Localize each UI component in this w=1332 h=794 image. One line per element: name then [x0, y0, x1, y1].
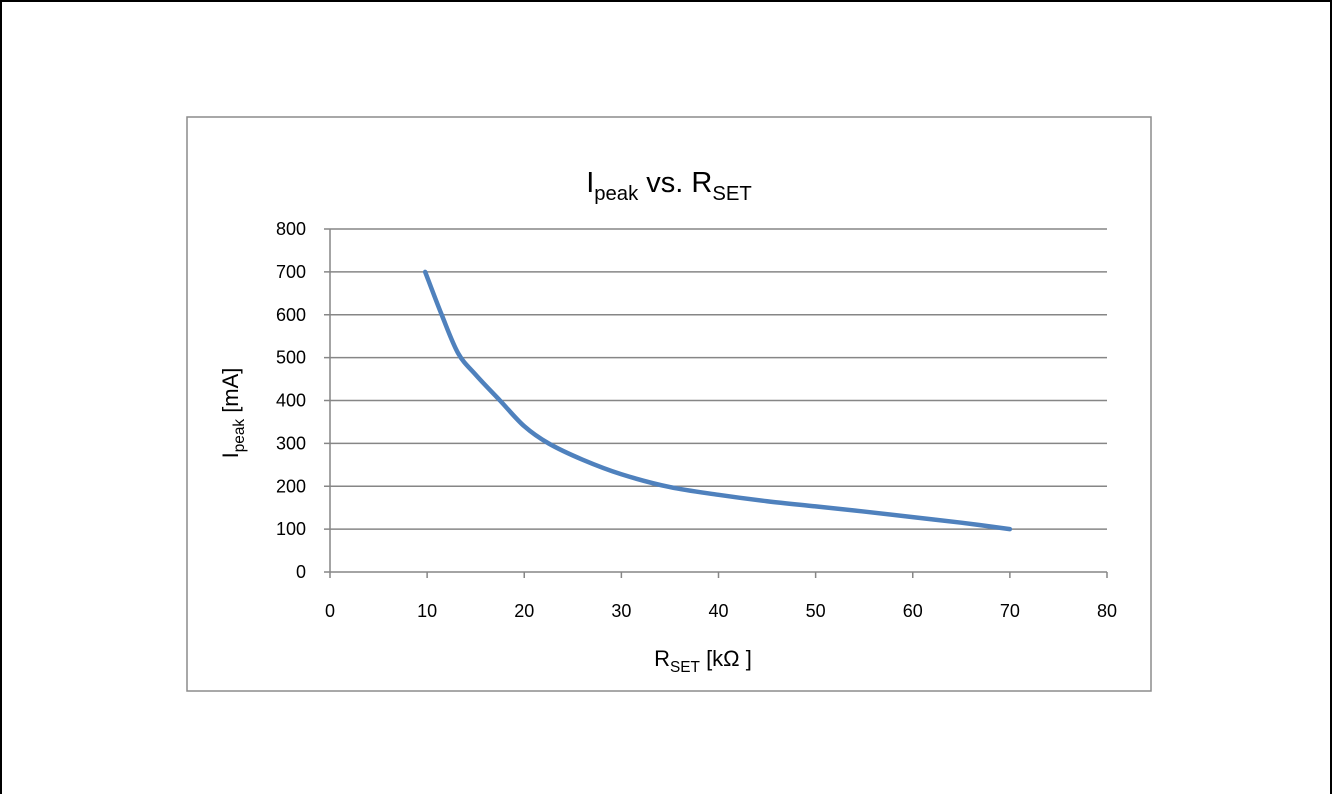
x-tick-label: 20	[514, 601, 534, 621]
x-tick-label: 0	[325, 601, 335, 621]
x-axis-label-tail: [kΩ ]	[700, 646, 752, 671]
x-tick-labels: 0 10 20 30 40 50 60 70 80	[325, 601, 1117, 621]
x-tick-label: 70	[1000, 601, 1020, 621]
chart-title-tail-subscript: SET	[712, 183, 751, 205]
chart-area-border	[186, 116, 1152, 692]
y-tick-label: 0	[296, 562, 306, 582]
y-tick-label: 200	[276, 476, 306, 496]
y-tick-label: 400	[276, 391, 306, 411]
axes	[324, 228, 1108, 578]
x-tick-label: 50	[806, 601, 826, 621]
x-axis-label-main: R	[654, 646, 670, 671]
chart-title-middle: vs. R	[638, 167, 712, 199]
x-tick-label: 40	[708, 601, 728, 621]
y-tick-label: 800	[276, 219, 306, 239]
chart-title-main-subscript: peak	[594, 183, 639, 205]
y-axis-label-subscript: peak	[231, 419, 248, 453]
gridlines	[330, 228, 1107, 530]
x-tick-label: 60	[903, 601, 923, 621]
x-axis-label-subscript: SET	[670, 659, 701, 676]
y-tick-label: 700	[276, 262, 306, 282]
series-line-0	[422, 269, 1013, 532]
chart-title-main: I	[586, 167, 594, 199]
x-tick-label: 10	[417, 601, 437, 621]
y-axis-label-tail: [mA]	[218, 368, 243, 419]
x-axis-label: RSET [kΩ ]	[654, 646, 752, 676]
series	[422, 269, 1013, 532]
y-tick-label: 100	[276, 519, 306, 539]
y-axis-label: Ipeak [mA]	[218, 368, 248, 459]
y-axis-label-main: I	[218, 452, 243, 458]
chart-title: Ipeak vs. RSET	[586, 167, 752, 205]
y-tick-label: 500	[276, 348, 306, 368]
y-tick-label: 600	[276, 305, 306, 325]
x-tick-label: 80	[1097, 601, 1117, 621]
y-tick-labels: 0 100 200 300 400 500 600 700 800	[276, 219, 306, 582]
y-tick-label: 300	[276, 433, 306, 453]
x-tick-label: 30	[611, 601, 631, 621]
